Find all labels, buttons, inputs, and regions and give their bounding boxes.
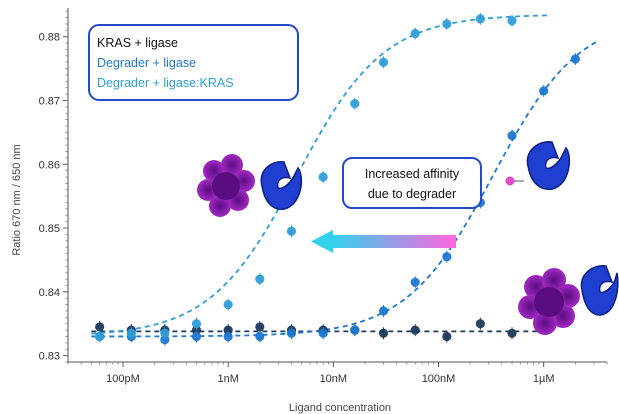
data-point <box>475 319 485 329</box>
annotation: Increased affinity due to degrader <box>342 157 482 209</box>
data-point <box>442 331 452 342</box>
legend-entry-degrader-ligase-kras: Degrader + ligase:KRAS <box>97 76 234 90</box>
data-point <box>191 331 202 342</box>
legend-box <box>88 24 299 101</box>
fit-curve <box>91 14 549 335</box>
arrow-head <box>311 230 333 253</box>
data-point <box>191 325 202 335</box>
data-point <box>318 328 328 338</box>
data-point <box>160 328 170 338</box>
data-point <box>507 16 517 26</box>
legend-entry-kras-ligase: KRAS + ligase <box>97 36 178 50</box>
data-point <box>378 306 389 316</box>
y-tick-label: 0.83 <box>39 351 60 363</box>
data-point <box>255 331 265 342</box>
data-point <box>539 86 549 96</box>
legend: KRAS + ligase Degrader + ligase Degrader… <box>88 24 299 101</box>
ligase-molecule-icon-3 <box>580 265 619 316</box>
data-point <box>442 19 452 29</box>
x-tick-label: 10nM <box>320 373 348 385</box>
data-point <box>378 328 389 338</box>
data-points <box>95 12 580 346</box>
kras-molecule-icon <box>197 154 255 217</box>
annotation-box <box>342 157 482 209</box>
data-point <box>507 328 517 338</box>
y-tick-label: 0.84 <box>39 287 60 299</box>
axes: 0.83 0.84 0.85 0.86 0.87 0.88 100pM 1nM 10nM 100n… <box>39 8 608 385</box>
affinity-arrow <box>311 230 456 253</box>
x-tick-label: 100nM <box>422 373 456 385</box>
kras-ligase-unbound-illustration <box>518 265 619 335</box>
legend-entry-degrader-ligase: Degrader + ligase <box>97 56 196 70</box>
y-tick-label: 0.88 <box>39 32 60 44</box>
x-axis-title: Ligand concentration <box>289 402 391 414</box>
data-point <box>95 331 105 342</box>
kras-molecule-icon-2 <box>518 268 580 335</box>
degrader-molecule-icon <box>504 175 516 187</box>
data-point <box>223 299 233 310</box>
x-tick-label: 1nM <box>217 373 238 385</box>
data-point <box>255 322 265 332</box>
y-tick-label: 0.86 <box>39 159 60 171</box>
degrader-ligase-illustration <box>504 141 571 191</box>
data-point <box>223 331 233 342</box>
data-point <box>410 277 420 287</box>
data-point <box>160 335 170 345</box>
x-tick-label: 1µM <box>533 373 555 385</box>
data-point <box>286 328 297 338</box>
data-point <box>350 99 360 109</box>
data-point <box>255 274 265 284</box>
data-point <box>318 172 328 182</box>
ligase-molecule-icon-2 <box>526 141 571 191</box>
data-point <box>126 328 136 338</box>
kras-ligase-complex-illustration <box>197 154 303 217</box>
annotation-line-1: Increased affinity <box>365 167 460 181</box>
data-point <box>410 325 420 335</box>
ligase-molecule-icon <box>260 161 303 211</box>
annotation-line-2: due to degrader <box>368 187 456 201</box>
data-point <box>475 14 485 24</box>
data-point <box>570 54 580 64</box>
y-tick-label: 0.85 <box>39 223 60 235</box>
data-point <box>410 28 420 39</box>
data-point <box>507 130 517 141</box>
arrow-shaft <box>332 235 456 248</box>
data-point <box>191 319 202 329</box>
data-point <box>350 325 360 335</box>
y-tick-label: 0.87 <box>39 95 60 107</box>
data-point <box>95 322 105 332</box>
data-point <box>378 57 389 67</box>
y-axis-title: Ratio 670 nm / 650 nm <box>11 144 23 255</box>
data-point <box>223 325 233 335</box>
x-tick-label: 100pM <box>106 373 140 385</box>
data-point <box>286 226 297 236</box>
data-point <box>442 252 452 262</box>
